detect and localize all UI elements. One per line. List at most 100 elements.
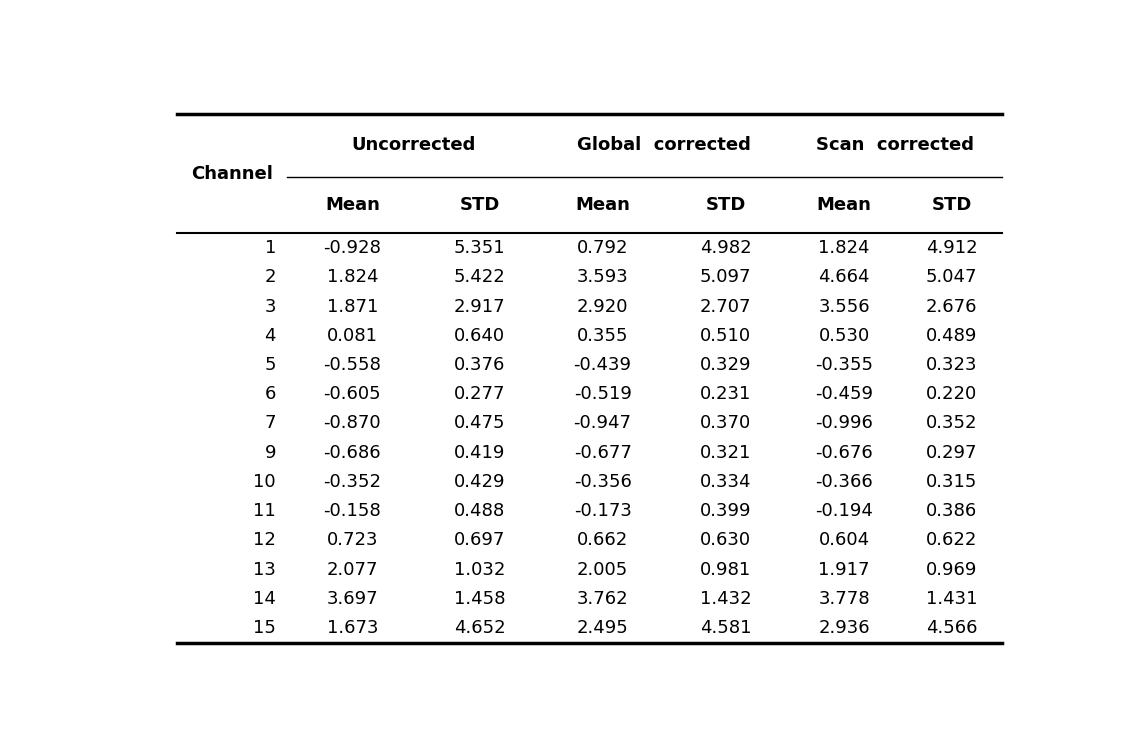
Text: 0.399: 0.399 — [700, 502, 751, 520]
Text: -0.459: -0.459 — [815, 385, 874, 403]
Text: 7: 7 — [264, 415, 276, 432]
Text: 5: 5 — [264, 356, 276, 374]
Text: 4.664: 4.664 — [818, 269, 870, 286]
Text: 0.277: 0.277 — [454, 385, 505, 403]
Text: 4.652: 4.652 — [454, 619, 505, 637]
Text: 4: 4 — [264, 327, 276, 345]
Text: 0.315: 0.315 — [926, 473, 978, 491]
Text: 4.566: 4.566 — [926, 619, 978, 637]
Text: -0.352: -0.352 — [323, 473, 382, 491]
Text: 0.429: 0.429 — [454, 473, 505, 491]
Text: -0.686: -0.686 — [324, 444, 381, 462]
Text: -0.366: -0.366 — [816, 473, 872, 491]
Text: 0.352: 0.352 — [926, 415, 978, 432]
Text: Uncorrected: Uncorrected — [351, 137, 476, 154]
Text: -0.519: -0.519 — [573, 385, 631, 403]
Text: 1.431: 1.431 — [926, 590, 978, 608]
Text: Mean: Mean — [576, 196, 630, 214]
Text: 0.604: 0.604 — [818, 531, 870, 549]
Text: 3.778: 3.778 — [818, 590, 870, 608]
Text: 4.912: 4.912 — [926, 239, 978, 257]
Text: 0.530: 0.530 — [818, 327, 870, 345]
Text: STD: STD — [931, 196, 972, 214]
Text: 4.982: 4.982 — [700, 239, 751, 257]
Text: 1.673: 1.673 — [326, 619, 378, 637]
Text: 1: 1 — [265, 239, 276, 257]
Text: 6: 6 — [265, 385, 276, 403]
Text: -0.558: -0.558 — [323, 356, 382, 374]
Text: Mean: Mean — [325, 196, 380, 214]
Text: 2.077: 2.077 — [326, 561, 378, 579]
Text: 3.556: 3.556 — [818, 297, 870, 316]
Text: 3: 3 — [264, 297, 276, 316]
Text: 0.220: 0.220 — [926, 385, 978, 403]
Text: 5.422: 5.422 — [454, 269, 505, 286]
Text: 0.334: 0.334 — [700, 473, 751, 491]
Text: 0.792: 0.792 — [577, 239, 629, 257]
Text: 3.593: 3.593 — [577, 269, 629, 286]
Text: 0.981: 0.981 — [700, 561, 751, 579]
Text: 4.581: 4.581 — [700, 619, 751, 637]
Text: 0.622: 0.622 — [926, 531, 978, 549]
Text: 0.475: 0.475 — [454, 415, 505, 432]
Text: 0.081: 0.081 — [326, 327, 378, 345]
Text: -0.677: -0.677 — [573, 444, 631, 462]
Text: -0.928: -0.928 — [323, 239, 382, 257]
Text: -0.356: -0.356 — [573, 473, 631, 491]
Text: -0.194: -0.194 — [815, 502, 874, 520]
Text: 0.969: 0.969 — [926, 561, 978, 579]
Text: 0.697: 0.697 — [454, 531, 505, 549]
Text: 2: 2 — [264, 269, 276, 286]
Text: 2.920: 2.920 — [577, 297, 629, 316]
Text: 3.697: 3.697 — [326, 590, 378, 608]
Text: 5.047: 5.047 — [926, 269, 978, 286]
Text: STD: STD — [706, 196, 746, 214]
Text: 1.824: 1.824 — [818, 239, 870, 257]
Text: 11: 11 — [253, 502, 276, 520]
Text: -0.870: -0.870 — [324, 415, 381, 432]
Text: 0.510: 0.510 — [700, 327, 751, 345]
Text: 5.097: 5.097 — [700, 269, 751, 286]
Text: -0.996: -0.996 — [815, 415, 874, 432]
Text: 0.355: 0.355 — [577, 327, 629, 345]
Text: 0.297: 0.297 — [926, 444, 978, 462]
Text: 10: 10 — [254, 473, 276, 491]
Text: 0.488: 0.488 — [454, 502, 505, 520]
Text: 2.495: 2.495 — [577, 619, 629, 637]
Text: -0.355: -0.355 — [815, 356, 874, 374]
Text: 13: 13 — [253, 561, 276, 579]
Text: 0.323: 0.323 — [926, 356, 978, 374]
Text: 0.321: 0.321 — [700, 444, 751, 462]
Text: 0.630: 0.630 — [700, 531, 751, 549]
Text: 0.386: 0.386 — [926, 502, 978, 520]
Text: Global  corrected: Global corrected — [577, 137, 751, 154]
Text: 15: 15 — [253, 619, 276, 637]
Text: 0.723: 0.723 — [326, 531, 378, 549]
Text: 0.329: 0.329 — [700, 356, 751, 374]
Text: 12: 12 — [253, 531, 276, 549]
Text: 2.676: 2.676 — [926, 297, 978, 316]
Text: 0.489: 0.489 — [926, 327, 978, 345]
Text: 0.662: 0.662 — [577, 531, 628, 549]
Text: 1.458: 1.458 — [454, 590, 505, 608]
Text: 0.376: 0.376 — [454, 356, 505, 374]
Text: 2.917: 2.917 — [454, 297, 505, 316]
Text: 0.370: 0.370 — [700, 415, 751, 432]
Text: 0.640: 0.640 — [454, 327, 505, 345]
Text: -0.676: -0.676 — [816, 444, 872, 462]
Text: 2.005: 2.005 — [577, 561, 628, 579]
Text: Scan  corrected: Scan corrected — [816, 137, 973, 154]
Text: 1.871: 1.871 — [326, 297, 378, 316]
Text: -0.158: -0.158 — [324, 502, 381, 520]
Text: 2.707: 2.707 — [700, 297, 751, 316]
Text: 5.351: 5.351 — [454, 239, 505, 257]
Text: 3.762: 3.762 — [577, 590, 629, 608]
Text: 0.231: 0.231 — [700, 385, 751, 403]
Text: Channel: Channel — [190, 165, 273, 183]
Text: 9: 9 — [264, 444, 276, 462]
Text: 1.917: 1.917 — [818, 561, 870, 579]
Text: -0.605: -0.605 — [324, 385, 381, 403]
Text: -0.947: -0.947 — [573, 415, 631, 432]
Text: 0.419: 0.419 — [454, 444, 505, 462]
Text: 1.432: 1.432 — [700, 590, 751, 608]
